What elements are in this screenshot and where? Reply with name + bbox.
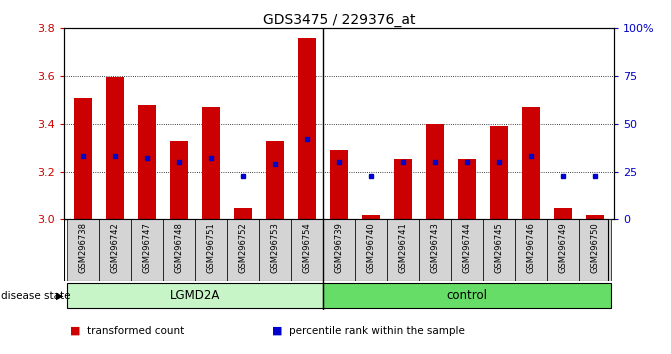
Bar — [138, 105, 156, 219]
Bar — [67, 219, 99, 281]
Bar — [522, 107, 539, 219]
Bar — [419, 219, 451, 281]
Text: GSM296740: GSM296740 — [366, 222, 375, 273]
Bar — [323, 219, 355, 281]
Text: disease state: disease state — [1, 291, 71, 301]
Text: GSM296738: GSM296738 — [79, 222, 87, 273]
Bar — [330, 150, 348, 219]
Bar — [234, 207, 252, 219]
Bar — [515, 219, 547, 281]
Text: GSM296744: GSM296744 — [462, 222, 471, 273]
Text: ▶: ▶ — [56, 291, 63, 301]
Bar — [202, 107, 219, 219]
Bar — [163, 219, 195, 281]
Bar — [458, 159, 476, 219]
Bar — [106, 77, 123, 219]
Bar — [362, 215, 380, 219]
Bar — [387, 219, 419, 281]
Text: GSM296746: GSM296746 — [526, 222, 535, 273]
Bar — [131, 219, 163, 281]
Bar — [394, 159, 411, 219]
Text: GSM296745: GSM296745 — [495, 222, 503, 273]
Text: GSM296749: GSM296749 — [558, 222, 567, 273]
Text: GSM296739: GSM296739 — [334, 222, 344, 273]
Text: GSM296752: GSM296752 — [238, 222, 248, 273]
Text: transformed count: transformed count — [87, 326, 185, 336]
Text: LGMD2A: LGMD2A — [170, 289, 220, 302]
Bar — [490, 126, 507, 219]
Bar — [227, 219, 259, 281]
Title: GDS3475 / 229376_at: GDS3475 / 229376_at — [262, 13, 415, 27]
Bar — [298, 38, 315, 219]
Bar — [170, 141, 188, 219]
Bar — [451, 219, 483, 281]
Bar — [195, 219, 227, 281]
Text: GSM296747: GSM296747 — [142, 222, 152, 273]
Text: GSM296751: GSM296751 — [207, 222, 215, 273]
Text: GSM296742: GSM296742 — [111, 222, 119, 273]
Text: GSM296743: GSM296743 — [430, 222, 440, 273]
Bar — [67, 283, 323, 308]
Bar — [74, 98, 92, 219]
Bar — [579, 219, 611, 281]
Bar — [483, 219, 515, 281]
Text: GSM296754: GSM296754 — [303, 222, 311, 273]
Bar — [554, 207, 572, 219]
Text: ■: ■ — [272, 326, 282, 336]
Bar — [426, 124, 444, 219]
Text: control: control — [446, 289, 487, 302]
Bar — [547, 219, 579, 281]
Text: percentile rank within the sample: percentile rank within the sample — [289, 326, 464, 336]
Text: ■: ■ — [70, 326, 81, 336]
Bar — [355, 219, 387, 281]
Bar — [291, 219, 323, 281]
Bar — [266, 141, 284, 219]
Bar — [99, 219, 131, 281]
Text: GSM296748: GSM296748 — [174, 222, 183, 273]
Bar — [323, 283, 611, 308]
Text: GSM296753: GSM296753 — [270, 222, 279, 273]
Text: GSM296750: GSM296750 — [590, 222, 599, 273]
Bar — [586, 215, 604, 219]
Bar — [259, 219, 291, 281]
Text: GSM296741: GSM296741 — [399, 222, 407, 273]
